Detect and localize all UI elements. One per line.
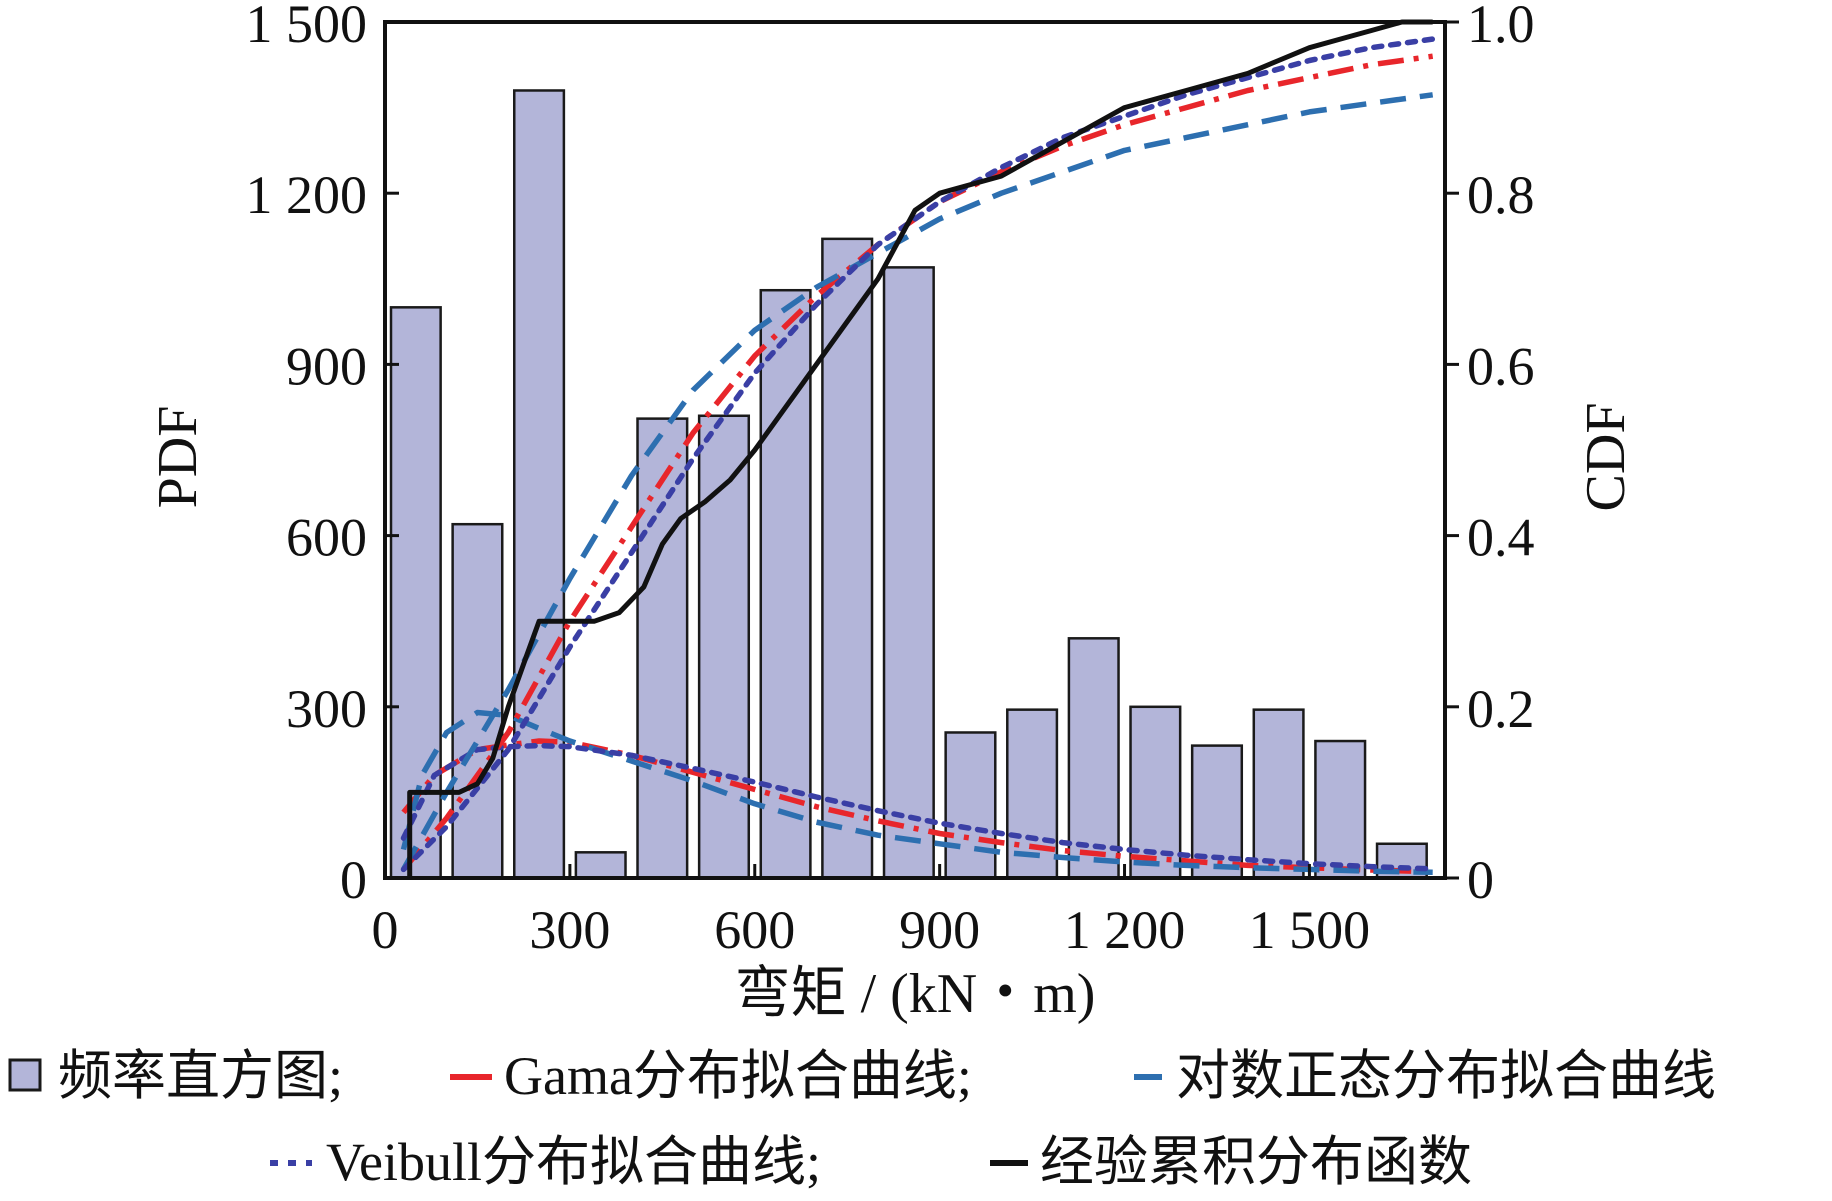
histogram-bar — [513, 89, 566, 880]
x-tick-label: 900 — [899, 900, 980, 960]
y-right-axis-title: CDF — [1575, 403, 1637, 512]
y-left-tick-label: 1 200 — [246, 165, 368, 225]
y-right-tick-label: 0 — [1467, 850, 1494, 910]
x-tick-label: 600 — [714, 900, 795, 960]
y-right-tick-label: 0.6 — [1467, 336, 1535, 396]
y-left-tick-label: 600 — [286, 508, 367, 568]
histogram-bar — [1252, 708, 1305, 880]
y-left-tick-label: 900 — [286, 336, 367, 396]
histogram-bar — [1314, 739, 1367, 880]
curve-lognormal-pdf — [400, 709, 1433, 876]
histogram-bar — [821, 237, 874, 880]
legend-label-histogram: 频率直方图; — [58, 1046, 343, 1106]
legend-label-weibull: Veibull分布拟合曲线; — [326, 1132, 821, 1192]
plot-border — [383, 20, 1447, 880]
legend: 频率直方图; Gama分布拟合曲线; 对数正态分布拟合曲线 Veibull分布拟… — [8, 1046, 1716, 1192]
x-tick-label: 300 — [529, 900, 610, 960]
y-left-tick-label: 1 500 — [246, 0, 368, 54]
histogram-bar — [451, 522, 504, 880]
legend-label-ecdf: 经验累积分布函数 — [1040, 1132, 1472, 1192]
legend-label-lognormal: 对数正态分布拟合曲线 — [1176, 1046, 1716, 1106]
histogram-bar — [574, 851, 627, 880]
x-tick-label: 0 — [372, 900, 399, 960]
y-right-tick-label: 0.8 — [1467, 165, 1535, 225]
y-left-axis-title: PDF — [147, 406, 209, 509]
y-left-tick-label: 0 — [340, 850, 367, 910]
y-right-tick-label: 0.2 — [1467, 679, 1535, 739]
y-right-axis-ticks: 0 0.2 0.4 0.6 0.8 1.0 — [1445, 0, 1535, 910]
histogram-bar — [882, 266, 935, 880]
y-left-tick-label: 300 — [286, 679, 367, 739]
y-right-tick-label: 0.4 — [1467, 508, 1535, 568]
y-left-axis-ticks: 0 300 600 900 1 200 1 500 — [246, 0, 399, 910]
histogram-bar — [944, 731, 997, 880]
x-axis-ticks: 0 300 600 900 1 200 1 500 — [372, 864, 1371, 960]
histogram-bar — [1067, 637, 1120, 880]
histogram-bars — [389, 89, 1428, 880]
x-tick-label: 1 200 — [1064, 900, 1186, 960]
legend-swatch-histogram — [8, 1058, 42, 1092]
plot-frame — [383, 20, 1447, 880]
legend-label-gama: Gama分布拟合曲线; — [504, 1046, 972, 1106]
curve-ecdf-cdf — [407, 19, 1433, 878]
fit-curves — [400, 19, 1436, 878]
y-right-tick-label: 1.0 — [1467, 0, 1535, 54]
curve-weibull-pdf — [400, 742, 1436, 872]
x-axis-title: 弯矩 / (kN・m) — [735, 963, 1096, 1025]
histogram-bar — [636, 417, 689, 880]
histogram-bar — [389, 306, 442, 880]
x-tick-label: 1 500 — [1249, 900, 1371, 960]
